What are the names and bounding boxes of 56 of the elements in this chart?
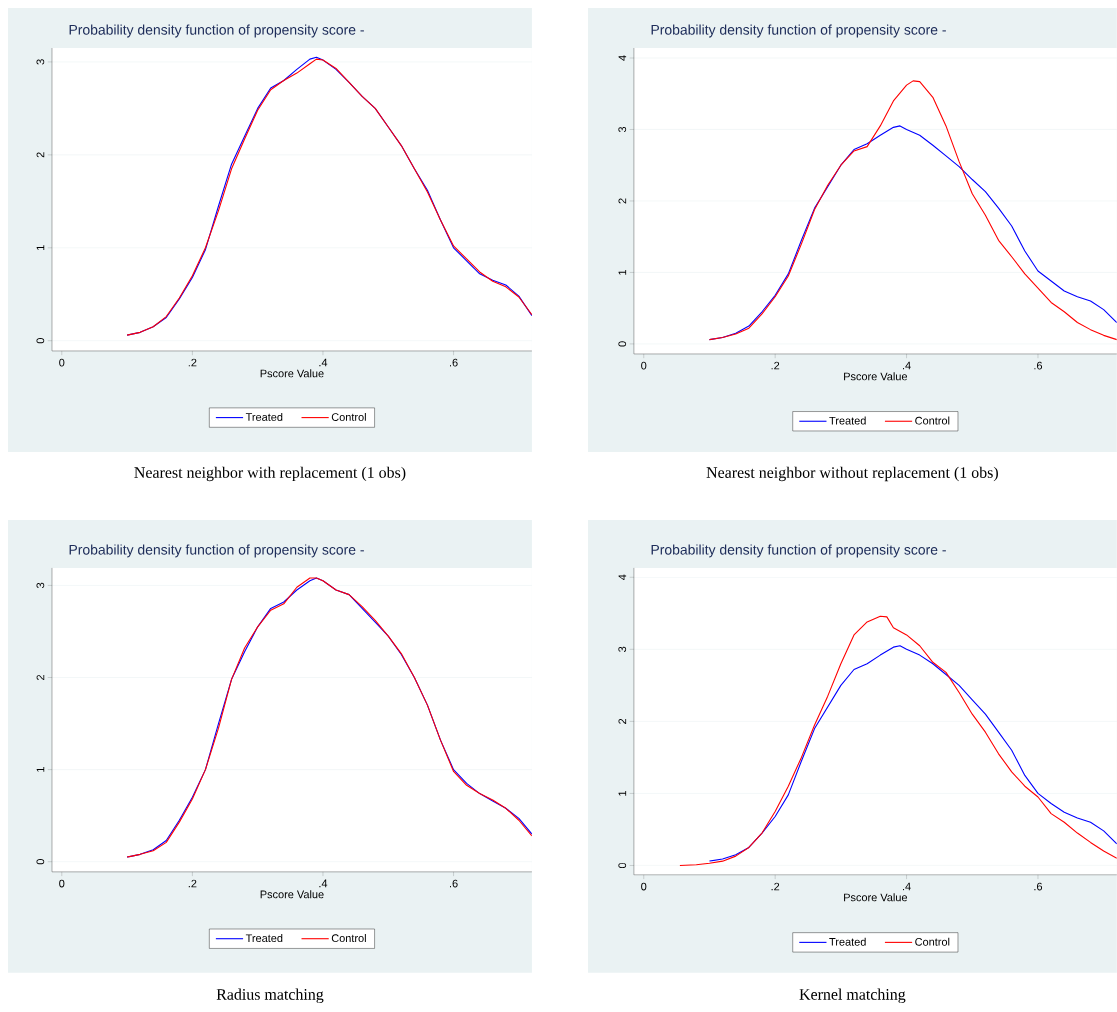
text: Radius matching bbox=[216, 988, 324, 1004]
x-tick-label: .4 bbox=[319, 879, 328, 888]
y-tick-label: 1 bbox=[36, 767, 45, 772]
y-tick-label: 2 bbox=[36, 152, 45, 158]
legend-label: Treated bbox=[829, 416, 866, 425]
y-tick-label: 3 bbox=[36, 59, 45, 65]
chart-title: Probability density function of propensity score - bbox=[69, 544, 364, 558]
y-tick-label: 2 bbox=[618, 198, 627, 204]
legend-label: Control bbox=[331, 934, 366, 943]
y-tick-label: 4 bbox=[618, 574, 627, 581]
x-axis-title: Pscore Value bbox=[844, 893, 908, 902]
legend-label: Control bbox=[915, 937, 950, 946]
x-axis-title: Pscore Value bbox=[260, 369, 324, 378]
y-tick-label: 1 bbox=[618, 270, 627, 275]
x-tick-label: .4 bbox=[319, 358, 328, 367]
x-tick-label: .2 bbox=[188, 879, 197, 888]
chart-title: Probability density function of propensity score - bbox=[651, 544, 946, 558]
x-tick-label: .2 bbox=[771, 882, 780, 891]
x-tick-label: .6 bbox=[449, 879, 458, 888]
x-axis-title: Pscore Value bbox=[260, 890, 324, 899]
x-tick-label: .2 bbox=[771, 361, 780, 370]
text: Nearest neighbor with replacement (1 obs) bbox=[134, 466, 406, 482]
x-tick-label: 0 bbox=[59, 879, 65, 888]
x-tick-label: .2 bbox=[188, 358, 197, 367]
text: Nearest neighbor without replacement (1 obs) bbox=[706, 466, 998, 482]
x-tick-label: .6 bbox=[1034, 882, 1043, 891]
x-tick-label: .4 bbox=[902, 882, 911, 891]
legend-label: Treated bbox=[245, 412, 283, 422]
y-tick-label: 0 bbox=[618, 862, 627, 869]
x-tick-label: .6 bbox=[1034, 361, 1043, 370]
legend-label: Control bbox=[915, 416, 950, 425]
legend-label: Control bbox=[331, 412, 366, 422]
y-tick-label: 0 bbox=[36, 338, 45, 344]
y-tick-label: 2 bbox=[618, 718, 627, 724]
x-tick-label: .6 bbox=[449, 358, 458, 367]
y-tick-label: 3 bbox=[618, 646, 627, 653]
x-axis-title: Pscore Value bbox=[844, 372, 908, 381]
y-tick-label: 0 bbox=[618, 341, 627, 347]
y-tick-label: 1 bbox=[36, 245, 45, 251]
x-tick-label: 0 bbox=[641, 361, 647, 370]
y-tick-label: 1 bbox=[618, 791, 627, 796]
line-series bbox=[126, 577, 532, 858]
y-tick-label: 4 bbox=[618, 55, 627, 61]
x-tick-label: 0 bbox=[641, 882, 647, 891]
y-tick-label: 0 bbox=[36, 859, 45, 865]
chart-title: Probability density function of propensity score - bbox=[69, 24, 364, 38]
y-tick-label: 3 bbox=[36, 582, 45, 589]
x-tick-label: 0 bbox=[59, 358, 65, 367]
y-tick-label: 2 bbox=[36, 675, 45, 681]
legend-label: Treated bbox=[245, 934, 283, 943]
legend-label: Treated bbox=[829, 937, 866, 946]
x-tick-label: .4 bbox=[902, 361, 911, 370]
chart-title: Probability density function of propensity score - bbox=[651, 24, 946, 38]
line-series bbox=[679, 615, 1117, 867]
y-tick-label: 3 bbox=[618, 127, 627, 133]
text: Kernel matching bbox=[799, 988, 906, 1004]
